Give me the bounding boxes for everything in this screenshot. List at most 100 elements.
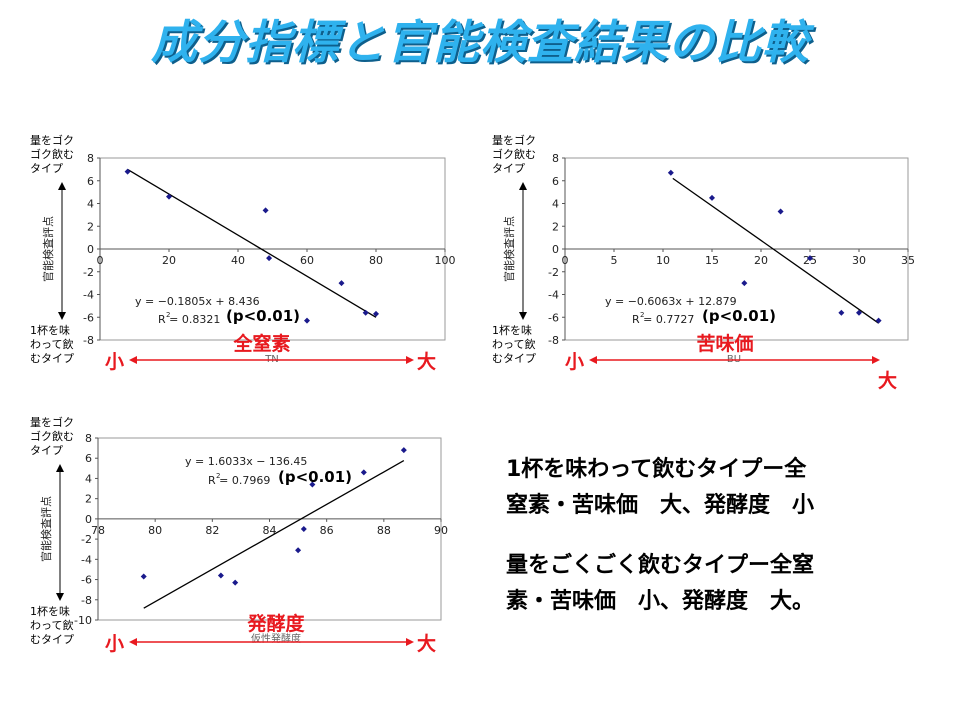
top-type-label: タイプ xyxy=(30,444,63,457)
y-tick-label: 4 xyxy=(85,472,92,485)
y-tick-label: -8 xyxy=(548,334,559,347)
y-tick-label: 6 xyxy=(87,175,94,188)
summary-savoring-type: 1杯を味わって飲むタイプー全 窒素・苦味価 大、発酵度 小 xyxy=(506,452,926,524)
bottom-type-label: むタイプ xyxy=(492,352,536,365)
factor-label: 全窒素 xyxy=(232,332,290,355)
x-tick-label: 86 xyxy=(320,524,334,537)
regression-equation: y = −0.6063x + 12.879 xyxy=(605,295,737,308)
summary-line: 素・苦味価 小、発酵度 大。 xyxy=(506,589,815,614)
y-axis-label: 官能検査評点 xyxy=(502,216,516,282)
x-tick-label: 15 xyxy=(705,254,719,267)
top-type-label: ゴク飲む xyxy=(30,429,74,443)
bottom-type-label: むタイプ xyxy=(30,352,74,365)
x-tick-label: 40 xyxy=(231,254,245,267)
bottom-type-label: むタイプ xyxy=(30,633,74,646)
r-squared-label: R = 0.7969 xyxy=(208,474,270,487)
data-point xyxy=(777,208,784,215)
data-point xyxy=(373,310,379,317)
data-point xyxy=(232,579,239,586)
x-tick-label: 88 xyxy=(377,524,391,537)
small-label: 小 xyxy=(565,351,584,373)
vertical-arrow-head-up xyxy=(58,182,66,190)
x-tick-label: 100 xyxy=(435,254,456,267)
r-squared-superscript: 2 xyxy=(216,472,220,480)
y-tick-label: 6 xyxy=(85,452,92,465)
factor-label: 苦味価 xyxy=(696,332,753,355)
r-squared-superscript: 2 xyxy=(640,311,644,319)
large-label: 大 xyxy=(417,350,436,373)
x-tick-label: 30 xyxy=(852,254,866,267)
y-tick-label: 4 xyxy=(552,198,559,211)
range-arrow-head-right xyxy=(872,356,880,364)
r-squared-superscript: 2 xyxy=(166,311,170,319)
bottom-type-label: 1杯を味 xyxy=(492,323,532,337)
bottom-type-label: 1杯を味 xyxy=(30,323,70,337)
y-tick-label: -6 xyxy=(83,311,94,324)
y-tick-label: -2 xyxy=(81,533,92,546)
y-tick-label: -4 xyxy=(81,553,92,566)
data-point xyxy=(709,194,715,201)
top-type-label: ゴク飲む xyxy=(30,147,74,161)
summary-line: 窒素・苦味価 大、発酵度 小 xyxy=(506,493,815,518)
y-tick-label: 8 xyxy=(85,432,92,445)
bottom-type-label: わって飲 xyxy=(492,337,535,351)
data-point xyxy=(807,255,813,262)
range-arrow-head-left xyxy=(129,638,137,646)
range-arrow-head-right xyxy=(406,356,414,364)
x-tick-label: 80 xyxy=(369,254,383,267)
top-type-label: タイプ xyxy=(492,162,525,175)
summary-line: 量をごくごく飲むタイプー全窒 xyxy=(506,553,815,578)
y-tick-label: 8 xyxy=(552,152,559,165)
data-point xyxy=(166,193,172,200)
y-tick-label: -8 xyxy=(83,334,94,347)
y-tick-label: 6 xyxy=(552,175,559,188)
x-tick-label: 0 xyxy=(562,254,569,267)
y-tick-label: 2 xyxy=(87,220,94,233)
bottom-type-label: 1杯を味 xyxy=(30,604,70,618)
p-value-label: (p<0.01) xyxy=(226,307,300,325)
y-tick-label: -8 xyxy=(81,594,92,607)
regression-equation: y = −0.1805x + 8.436 xyxy=(135,295,260,308)
y-tick-label: 0 xyxy=(85,513,92,526)
p-value-label: (p<0.01) xyxy=(702,307,776,325)
top-type-label: 量をゴク xyxy=(30,133,74,147)
data-point xyxy=(217,572,224,579)
range-arrow-head-left xyxy=(129,356,137,364)
vertical-arrow-head-down xyxy=(56,593,64,601)
y-axis-label: 官能検査評点 xyxy=(39,496,53,562)
y-tick-label: 0 xyxy=(87,243,94,256)
y-tick-label: -6 xyxy=(81,574,92,587)
data-point xyxy=(140,573,147,580)
data-point xyxy=(667,169,674,176)
summary-gulping-type: 量をごくごく飲むタイプー全窒 素・苦味価 小、発酵度 大。 xyxy=(506,548,926,620)
vertical-arrow-head-down xyxy=(519,312,527,320)
y-tick-label: 0 xyxy=(552,243,559,256)
y-axis-label: 官能検査評点 xyxy=(41,216,55,282)
data-point xyxy=(309,481,316,488)
y-tick-label: 2 xyxy=(552,220,559,233)
x-tick-label: 82 xyxy=(205,524,219,537)
small-label: 小 xyxy=(105,633,124,655)
regression-equation: y = 1.6033x − 136.45 xyxy=(185,455,307,468)
data-point xyxy=(360,469,367,476)
bottom-type-label: わって飲 xyxy=(30,337,73,351)
factor-label: 発酵度 xyxy=(246,612,305,635)
x-tick-label: 20 xyxy=(162,254,176,267)
small-label: 小 xyxy=(105,351,124,373)
data-point xyxy=(741,280,748,287)
summary-line: 1杯を味わって飲むタイプー全 xyxy=(506,457,807,482)
y-tick-label: 8 xyxy=(87,152,94,165)
vertical-arrow-head-up xyxy=(519,182,527,190)
x-tick-label: 84 xyxy=(263,524,277,537)
x-tick-label: 78 xyxy=(91,524,105,537)
data-point xyxy=(295,547,302,554)
top-type-label: ゴク飲む xyxy=(492,147,536,161)
x-tick-label: 10 xyxy=(656,254,670,267)
y-tick-label: -6 xyxy=(548,311,559,324)
data-point xyxy=(400,447,407,454)
x-tick-label: 0 xyxy=(97,254,104,267)
range-arrow-head-right xyxy=(406,638,414,646)
p-value-label: (p<0.01) xyxy=(278,468,352,486)
